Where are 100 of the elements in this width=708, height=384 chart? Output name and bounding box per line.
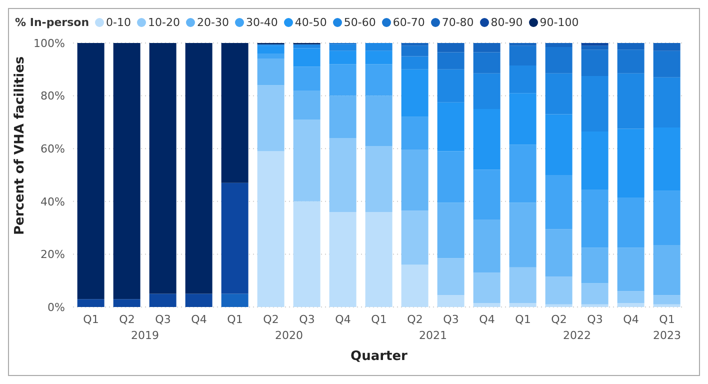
bar [509, 267, 536, 304]
bar [509, 43, 536, 46]
bar [293, 90, 320, 120]
bar [581, 50, 608, 76]
legend-label: 20-30 [196, 16, 229, 28]
bar [509, 46, 536, 66]
bar [473, 220, 500, 273]
bar [653, 43, 680, 51]
bar [365, 96, 392, 146]
bar [581, 46, 608, 50]
legend-label: 50-60 [344, 16, 376, 28]
y-tick-label: 40% [40, 195, 65, 208]
bar [149, 43, 176, 294]
x-axis-title: Quarter [350, 349, 408, 364]
bar [617, 197, 644, 248]
bar [473, 272, 500, 304]
bar [329, 212, 356, 307]
text: 2021 [418, 329, 448, 342]
legend-label: 10-20 [148, 16, 180, 28]
bar [329, 64, 356, 96]
bar [545, 73, 572, 114]
bar [509, 303, 536, 307]
bar [437, 258, 464, 296]
bar [221, 43, 248, 183]
legend-label: 40-50 [294, 16, 327, 28]
bar [473, 170, 500, 220]
legend-label: 80-90 [490, 16, 523, 28]
bar [581, 131, 608, 190]
x-tick-label: Q2 [119, 312, 135, 326]
bar [617, 50, 644, 74]
bar [221, 294, 248, 307]
legend-label: 90-100 [540, 16, 579, 28]
y-tick-label: 0% [48, 300, 65, 314]
text: 2020 [274, 329, 304, 342]
y-tick-label: 20% [40, 248, 65, 262]
bar [545, 46, 572, 74]
bar [437, 202, 464, 258]
text: 2019 [130, 329, 160, 342]
bar [401, 43, 428, 46]
text: 2022 [562, 329, 592, 342]
bar [509, 202, 536, 268]
legend-label: 30-40 [246, 16, 278, 28]
x-tick-label: Q4 [479, 312, 495, 326]
x-tick-label: Q3 [299, 312, 315, 326]
bar [221, 182, 248, 294]
bar [545, 114, 572, 175]
x-tick-label: Q1 [659, 312, 675, 326]
bar [365, 43, 392, 51]
bar [437, 52, 464, 70]
bar [401, 116, 428, 150]
bar [293, 44, 320, 48]
bar [473, 73, 500, 109]
bar [113, 43, 140, 300]
bar [185, 43, 212, 294]
bar [365, 212, 392, 307]
bar [617, 73, 644, 129]
bar [293, 120, 320, 202]
bar [257, 151, 284, 307]
bar [545, 175, 572, 230]
x-tick-label: Q1 [371, 312, 387, 326]
bar [509, 65, 536, 94]
bar [401, 150, 428, 211]
bar [437, 295, 464, 307]
legend-label: 0-10 [106, 16, 132, 28]
bar [365, 146, 392, 212]
bar [401, 69, 428, 117]
bar [257, 85, 284, 152]
bar [581, 304, 608, 307]
bar [365, 64, 392, 96]
bar [329, 138, 356, 212]
bar [509, 93, 536, 145]
x-tick-label: Q3 [587, 312, 603, 326]
bar [437, 43, 464, 52]
bar [437, 69, 464, 102]
legend-title: % In-person [15, 16, 90, 28]
bar [473, 52, 500, 74]
bar [473, 303, 500, 307]
bar [437, 102, 464, 152]
y-tick-label: 80% [40, 90, 65, 103]
x-tick-label: Q2 [407, 312, 423, 326]
bar [257, 46, 284, 54]
bar [581, 190, 608, 248]
bar [545, 276, 572, 304]
bar [401, 56, 428, 70]
bar [401, 264, 428, 307]
x-tick-label: Q1 [83, 312, 99, 326]
y-axis-title: Percent of VHA facilities [12, 56, 28, 235]
x-tick-label: Q4 [335, 312, 351, 326]
bar [653, 304, 680, 307]
y-tick-label: 100% [34, 36, 65, 50]
bar [329, 44, 356, 51]
bar [581, 43, 608, 46]
x-tick-label: Q4 [623, 312, 639, 326]
legend-label: 60-70 [392, 16, 425, 28]
bar [617, 303, 644, 307]
bar [545, 229, 572, 277]
text: 2023 [652, 329, 682, 342]
bar [257, 54, 284, 59]
bar [617, 43, 644, 50]
bar [545, 43, 572, 47]
